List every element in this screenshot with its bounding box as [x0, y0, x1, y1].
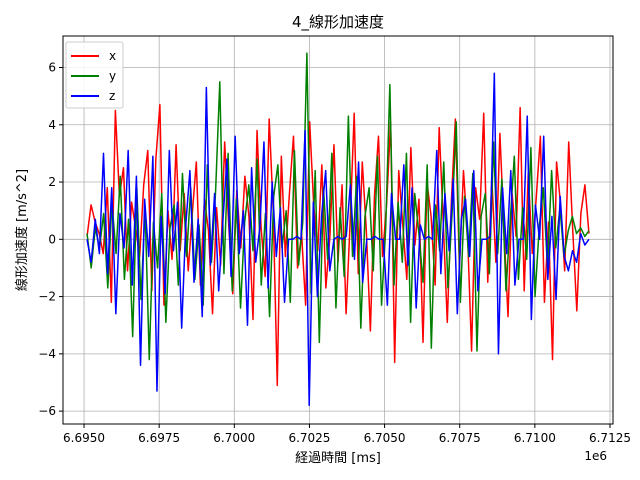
x-tick-label: 6.7025: [288, 431, 330, 445]
chart-title: 4_線形加速度: [292, 13, 384, 32]
y-tick-label: 2: [48, 175, 56, 189]
x-axis: 6.6950 6.6975 6.7000 6.7025 6.7050 6.7075 6.71…: [63, 424, 631, 445]
x-tick-label: 6.7100: [514, 431, 556, 445]
legend-label-y: y: [109, 69, 116, 83]
y-tick-label: 4: [48, 118, 56, 132]
x-axis-label: 経過時間 [ms]: [295, 451, 381, 466]
series-layer: [86, 52, 590, 407]
y-tick-label: −4: [38, 347, 56, 361]
y-tick-label: 0: [48, 232, 56, 246]
x-tick-label: 6.7125: [589, 431, 631, 445]
x-offset-label: 1e6: [584, 449, 607, 463]
y-tick-label: 6: [48, 60, 56, 74]
y-axis-label: 線形加速度 [m/s^2]: [14, 169, 30, 291]
x-tick-label: 6.7050: [364, 431, 406, 445]
x-tick-label: 6.6950: [63, 431, 105, 445]
y-axis: −6 −4 −2 0 2 4 6: [38, 60, 63, 418]
x-tick-label: 6.7075: [439, 431, 481, 445]
series-line-z: [86, 72, 590, 407]
plot-frame: [62, 35, 614, 425]
legend-label-z: z: [109, 89, 115, 103]
x-tick-label: 6.7000: [213, 431, 255, 445]
y-tick-label: −6: [38, 404, 56, 418]
legend: xyz: [65, 41, 124, 109]
series-line-y: [86, 52, 590, 361]
y-tick-label: −2: [38, 290, 56, 304]
legend-label-x: x: [109, 49, 116, 63]
x-tick-label: 6.6975: [138, 431, 180, 445]
